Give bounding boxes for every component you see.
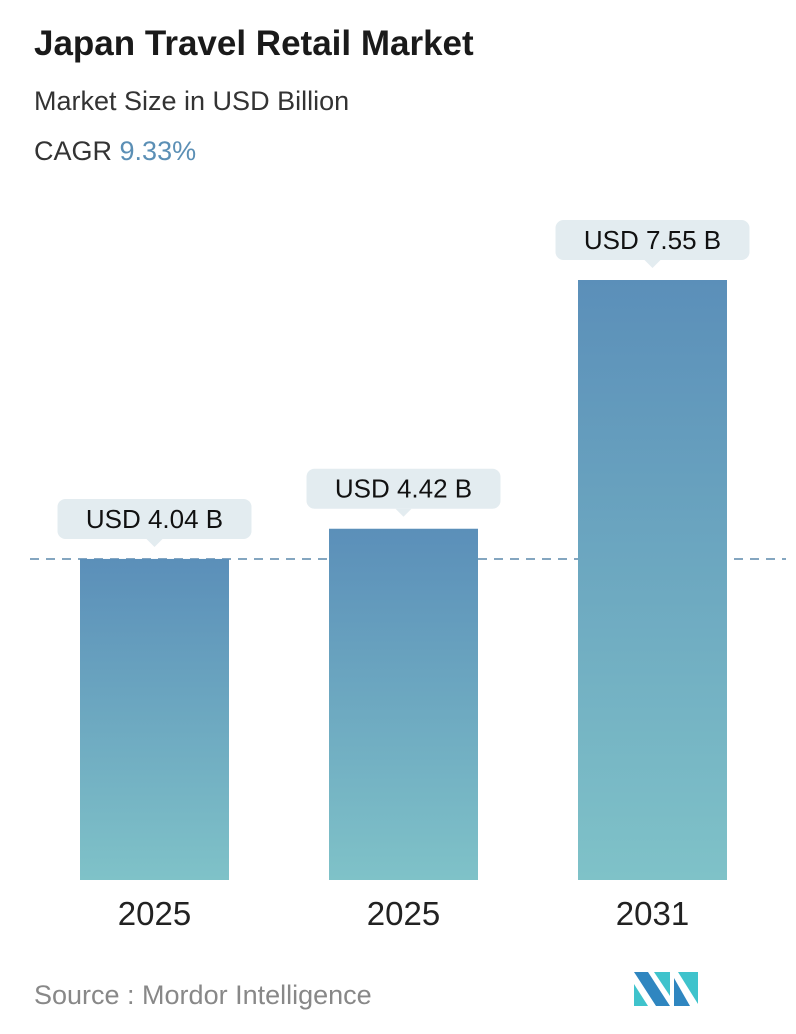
data-label-pointer <box>644 260 661 268</box>
source-text: Source : Mordor Intelligence <box>34 980 372 1010</box>
data-label-bg <box>57 498 252 539</box>
data-label-bg <box>555 220 750 260</box>
data-label-pointer <box>395 508 412 517</box>
data-label: USD 7.55 B <box>584 225 721 255</box>
mordor-logo <box>634 972 698 1006</box>
bar <box>578 280 727 880</box>
chart-title: Japan Travel Retail Market <box>34 24 474 63</box>
data-label-pointer <box>146 538 163 547</box>
bar-chart: USD 4.04 B 2025 USD 4.42 B 2025 USD 7.55 B 20… <box>30 220 786 932</box>
chart-subtitle: Market Size in USD Billion <box>34 86 350 116</box>
x-tick-label: 2025 <box>118 895 191 932</box>
cagr: CAGR 9.33% <box>34 136 196 167</box>
cagr-value: 9.33% <box>119 136 197 166</box>
data-label: USD 4.04 B <box>86 504 223 534</box>
bar <box>329 528 478 880</box>
x-tick-label: 2031 <box>616 895 689 932</box>
cagr-label: CAGR <box>34 136 113 166</box>
x-tick-label: 2025 <box>367 895 440 932</box>
data-label-bg <box>306 468 501 509</box>
data-label: USD 4.42 B <box>335 474 472 504</box>
bar <box>80 558 229 880</box>
